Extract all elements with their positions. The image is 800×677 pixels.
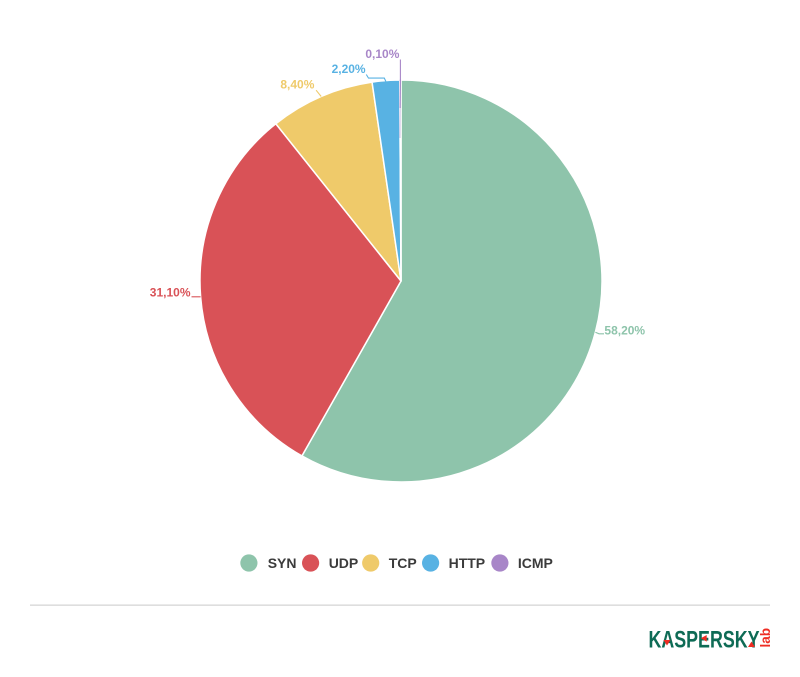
- svg-text:HTTP: HTTP: [449, 555, 486, 571]
- svg-text:0,10%: 0,10%: [365, 47, 399, 61]
- svg-text:ICMP: ICMP: [518, 555, 553, 571]
- svg-text:SYN: SYN: [268, 555, 297, 571]
- svg-text:UDP: UDP: [329, 555, 359, 571]
- svg-text:TCP: TCP: [389, 555, 417, 571]
- svg-text:2,20%: 2,20%: [332, 62, 366, 76]
- svg-text:8,40%: 8,40%: [280, 78, 314, 92]
- svg-text:58,20%: 58,20%: [604, 323, 645, 337]
- svg-text:31,10%: 31,10%: [150, 286, 191, 300]
- svg-text:lab: lab: [758, 628, 773, 648]
